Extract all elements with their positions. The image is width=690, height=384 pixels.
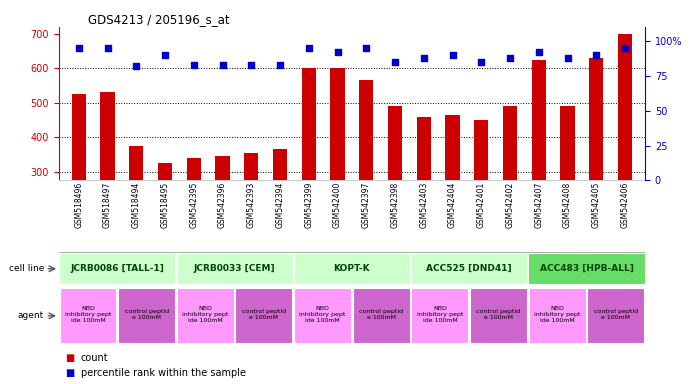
Point: [562, 55, 573, 61]
Text: NBD
inhibitory pept
ide 100mM: NBD inhibitory pept ide 100mM: [65, 306, 111, 323]
Bar: [186, 158, 201, 275]
Text: ■: ■: [66, 353, 75, 363]
Bar: [411, 288, 469, 343]
Point: [246, 61, 257, 68]
Bar: [503, 106, 518, 275]
Bar: [177, 288, 234, 343]
Bar: [388, 106, 402, 275]
Bar: [470, 288, 527, 343]
Bar: [560, 106, 575, 275]
Point: [361, 45, 372, 51]
Text: NBD
inhibitory pept
ide 100mM: NBD inhibitory pept ide 100mM: [417, 306, 463, 323]
Text: control peptid
e 100mM: control peptid e 100mM: [477, 309, 520, 320]
Bar: [531, 60, 546, 275]
Point: [504, 55, 515, 61]
Text: control peptid
e 100mM: control peptid e 100mM: [242, 309, 286, 320]
Bar: [72, 94, 86, 275]
Text: ■: ■: [66, 368, 75, 378]
Text: NBD
inhibitory pept
ide 100mM: NBD inhibitory pept ide 100mM: [534, 306, 580, 323]
Bar: [100, 93, 115, 275]
Bar: [215, 156, 230, 275]
Point: [533, 49, 544, 55]
Text: control peptid
e 100mM: control peptid e 100mM: [125, 309, 168, 320]
Text: count: count: [81, 353, 108, 363]
Bar: [177, 253, 293, 284]
Text: JCRB0033 [CEM]: JCRB0033 [CEM]: [194, 264, 275, 273]
Text: control peptid
e 100mM: control peptid e 100mM: [594, 309, 638, 320]
Bar: [587, 288, 644, 343]
Bar: [235, 288, 293, 343]
Bar: [129, 146, 144, 275]
Point: [418, 55, 429, 61]
Text: KOPT-K: KOPT-K: [333, 264, 371, 273]
Text: GDS4213 / 205196_s_at: GDS4213 / 205196_s_at: [88, 13, 230, 26]
Point: [304, 45, 315, 51]
Bar: [529, 253, 644, 284]
Point: [332, 49, 343, 55]
Bar: [353, 288, 410, 343]
Point: [390, 59, 401, 65]
Text: NBD
inhibitory pept
ide 100mM: NBD inhibitory pept ide 100mM: [299, 306, 346, 323]
Bar: [359, 80, 373, 275]
Point: [188, 61, 199, 68]
Point: [131, 63, 142, 69]
Bar: [618, 34, 632, 275]
Bar: [59, 288, 117, 343]
Point: [476, 59, 487, 65]
Bar: [589, 58, 604, 275]
Bar: [417, 117, 431, 275]
Text: NBD
inhibitory pept
ide 100mM: NBD inhibitory pept ide 100mM: [182, 306, 228, 323]
Text: cell line: cell line: [8, 264, 44, 273]
Bar: [474, 120, 489, 275]
Bar: [273, 149, 287, 275]
Text: agent: agent: [18, 311, 44, 320]
Text: control peptid
e 100mM: control peptid e 100mM: [359, 309, 403, 320]
Point: [275, 61, 286, 68]
Bar: [158, 163, 172, 275]
Bar: [294, 253, 410, 284]
Text: JCRB0086 [TALL-1]: JCRB0086 [TALL-1]: [70, 264, 164, 273]
Bar: [59, 253, 175, 284]
Text: percentile rank within the sample: percentile rank within the sample: [81, 368, 246, 378]
Point: [159, 52, 170, 58]
Text: ACC483 [HPB-ALL]: ACC483 [HPB-ALL]: [540, 264, 633, 273]
Bar: [411, 253, 527, 284]
Bar: [529, 288, 586, 343]
Bar: [445, 115, 460, 275]
Point: [447, 52, 458, 58]
Bar: [302, 68, 316, 275]
Point: [620, 45, 631, 51]
Point: [217, 61, 228, 68]
Bar: [118, 288, 175, 343]
Bar: [244, 153, 259, 275]
Text: ACC525 [DND41]: ACC525 [DND41]: [426, 264, 512, 273]
Bar: [294, 288, 351, 343]
Bar: [331, 68, 345, 275]
Point: [102, 45, 113, 51]
Point: [591, 52, 602, 58]
Point: [73, 45, 84, 51]
